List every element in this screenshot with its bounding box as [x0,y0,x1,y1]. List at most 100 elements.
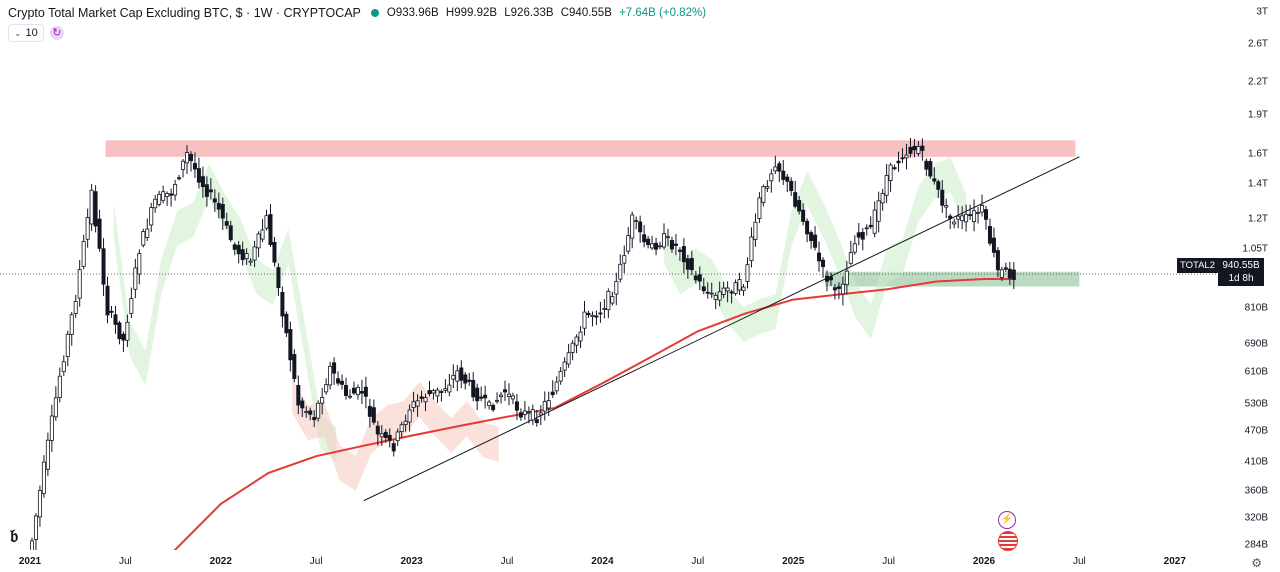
gear-icon[interactable]: ⚙ [1251,556,1262,570]
candle-body [836,286,841,289]
candle-body [721,287,726,295]
candle-body [709,292,714,295]
candle-body [538,412,543,416]
candle-body [852,243,857,253]
candle-body [658,245,663,248]
candle-body [463,374,468,384]
y-tick-label: 1.4T [1247,178,1268,190]
x-tick-label: 2027 [1163,556,1186,567]
x-tick-label: Jul [691,556,705,567]
y-tick-label: 1.6T [1247,148,1268,160]
candle-body [185,152,190,164]
candle-body [363,386,368,397]
candle-body [972,210,977,222]
candle-body [789,180,794,191]
candle-body [900,157,905,160]
candle-body [550,391,555,396]
candle-body [928,161,933,177]
candle-body [491,405,496,411]
candle-body [367,406,372,417]
candle-body [956,215,961,220]
candle-body [65,333,70,357]
chevron-down-icon: ⌄ [14,27,22,38]
candle-body [133,267,138,290]
candle-body [777,163,782,172]
candle-body [737,279,742,291]
x-tick-label: 2021 [18,556,42,567]
candle-body [379,433,384,438]
candle-body [455,370,460,382]
candle-body [320,397,325,404]
candle-body [948,215,953,219]
candle-body [745,264,750,282]
candle-body [729,291,734,294]
candle-body [797,200,802,212]
candle-body [37,490,42,518]
candle-body [999,269,1004,278]
candle-body [769,173,774,182]
candle-body [976,212,981,214]
candle-body [192,163,197,170]
candle-body [236,244,241,255]
candle-body [987,226,992,244]
candle-body [399,424,404,432]
candle-body [109,310,114,313]
candle-body [200,176,205,188]
candle-body [908,146,913,154]
candle-body [665,236,670,239]
candle-body [153,198,158,209]
candle-body [821,259,826,267]
candle-body [395,431,400,442]
candle-body [793,192,798,207]
candle-body [717,291,722,301]
candle-body [514,401,519,411]
candle-body [693,275,698,281]
candle-body [654,242,659,250]
lightning-icon[interactable]: ⚡ [998,511,1016,529]
candle-body [824,275,829,282]
candle-body [324,384,329,393]
price-axis[interactable]: 3T 2.6T 2.2T 1.9T 1.6T 1.4T 1.2T 1.05T 810B 690B 6… [1228,0,1280,551]
candle-body [499,394,504,398]
symbol-badge: TOTAL2 [1176,258,1218,273]
candle-body [351,387,356,394]
candle-body [181,160,186,170]
candle-body [260,229,265,240]
candle-body [685,258,690,270]
candle-body [188,153,193,162]
tradingview-logo-icon[interactable]: 𝔟 [10,526,19,546]
y-tick-label: 810B [1244,302,1268,314]
candle-body [757,197,762,219]
candle-body [208,189,213,193]
x-tick-label: Jul [1072,556,1086,567]
candle-body [113,314,118,325]
candle-body [801,209,806,222]
candle-body [634,220,639,222]
price-chart[interactable] [0,0,1228,550]
candle-body [204,184,209,197]
us-flag-icon[interactable] [998,531,1018,551]
indicator-bar: ⌄ 10 ↻ [8,24,64,42]
candle-body [435,389,440,397]
candle-body [97,218,102,249]
candle-body [980,204,985,213]
last-price-badge: 940.55B 1d 8h [1218,258,1264,286]
candle-body [340,380,345,385]
candle-body [137,253,142,275]
candle-body [165,193,170,197]
candle-body [61,361,66,373]
x-tick-label: 2024 [591,556,614,567]
y-tick-label: 2.2T [1247,76,1268,88]
market-status-dot [370,9,379,17]
candle-body [256,233,261,249]
refresh-icon[interactable]: ↻ [49,26,64,40]
indicators-toggle-button[interactable]: ⌄ 10 [8,24,44,42]
candle-body [562,361,567,371]
candle-body [53,397,58,418]
last-price: 940.55B [1222,260,1260,271]
candle-body [813,234,818,248]
candle-body [546,400,551,409]
resistance-zone [105,140,1076,157]
time-axis[interactable]: 2021 Jul 2022 Jul 2023 Jul 2024 Jul 2025 Jul 2026 J… [0,550,1228,572]
candle-body [614,280,619,295]
